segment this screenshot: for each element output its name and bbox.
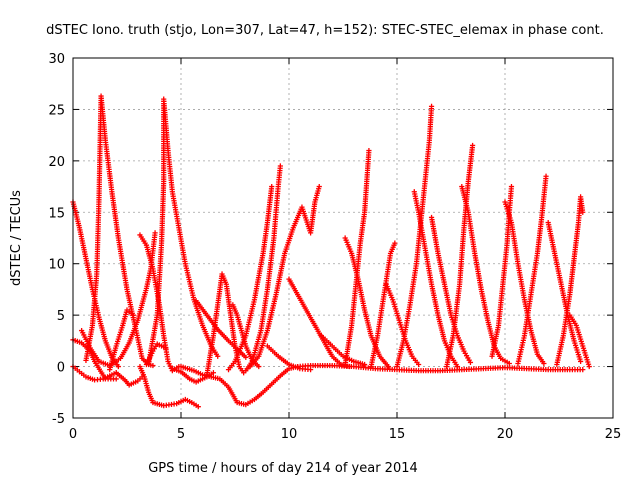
- chart-title: dSTEC Iono. truth (stjo, Lon=307, Lat=47…: [46, 23, 604, 38]
- x-axis-label: GPS time / hours of day 214 of year 2014: [148, 461, 418, 476]
- series-13: [178, 363, 301, 408]
- data-point: [416, 361, 422, 368]
- y-axis-label: dSTEC / TECUs: [9, 190, 24, 286]
- data-point: [580, 209, 586, 215]
- data-point: [508, 183, 515, 190]
- data-point: [541, 360, 547, 367]
- series-23: [342, 147, 372, 368]
- x-tick-label: 0: [69, 427, 77, 442]
- series-4: [83, 93, 156, 369]
- y-tick-label: 5: [57, 309, 65, 324]
- x-tick-label: 10: [281, 427, 298, 442]
- y-tick-label: 25: [48, 103, 65, 118]
- series-30: [444, 142, 476, 370]
- data-point: [454, 363, 461, 370]
- x-tick-label: 25: [605, 427, 622, 442]
- data-point: [130, 312, 137, 318]
- x-tick-label: 15: [389, 427, 406, 442]
- tick-labels: 0 5 10 15 20 25 -5 0 5 10 15 20 25 30: [48, 52, 621, 442]
- series-8: [143, 341, 169, 368]
- series-36: [554, 194, 586, 368]
- data-point: [152, 230, 158, 236]
- series-9: [137, 363, 201, 410]
- series-22: [318, 333, 368, 368]
- y-tick-label: -5: [52, 412, 65, 427]
- y-tick-label: 30: [48, 52, 65, 67]
- data-point: [506, 360, 512, 367]
- data-point: [316, 183, 322, 190]
- data-point: [195, 404, 201, 410]
- data-point: [543, 173, 549, 179]
- data-point: [215, 353, 221, 359]
- series-37: [567, 312, 592, 370]
- data-point: [115, 363, 121, 370]
- data-point: [580, 367, 586, 373]
- y-tick-label: 20: [48, 155, 65, 170]
- series-31: [459, 183, 512, 367]
- series-28: [411, 189, 461, 370]
- data-point: [366, 147, 372, 154]
- series-19: [247, 183, 322, 370]
- data-point: [113, 376, 119, 382]
- series-16: [225, 183, 275, 373]
- data-point: [277, 163, 283, 169]
- series-21: [295, 362, 586, 374]
- series-24: [342, 235, 391, 370]
- data-point: [470, 142, 476, 149]
- data-point: [256, 363, 262, 370]
- x-tick-label: 20: [497, 427, 514, 442]
- series-34: [515, 173, 549, 367]
- data-point: [392, 240, 398, 246]
- x-tick-label: 5: [177, 427, 185, 442]
- series-27: [394, 103, 435, 370]
- data-point: [210, 370, 216, 376]
- series-11: [169, 366, 216, 385]
- data-point: [150, 362, 156, 369]
- data-point: [243, 354, 249, 360]
- series-25: [368, 240, 398, 370]
- data-point: [428, 103, 435, 109]
- y-tick-label: 15: [48, 206, 65, 221]
- series-5: [113, 370, 145, 388]
- series-14: [204, 271, 247, 378]
- series-10: [146, 96, 221, 367]
- data-point: [269, 183, 275, 190]
- plot-frame: [72, 57, 614, 419]
- y-tick-label: 10: [48, 258, 65, 273]
- data-point: [467, 359, 474, 366]
- data-point: [586, 363, 592, 370]
- series-33: [502, 199, 547, 367]
- data-point: [385, 363, 391, 370]
- series-17: [243, 163, 283, 374]
- series-20: [286, 276, 353, 370]
- y-tick-label: 0: [57, 361, 65, 376]
- data-point: [163, 345, 169, 351]
- series-6: [107, 307, 137, 373]
- data-point: [362, 361, 368, 368]
- data-point: [578, 358, 584, 365]
- data-points: [70, 93, 592, 410]
